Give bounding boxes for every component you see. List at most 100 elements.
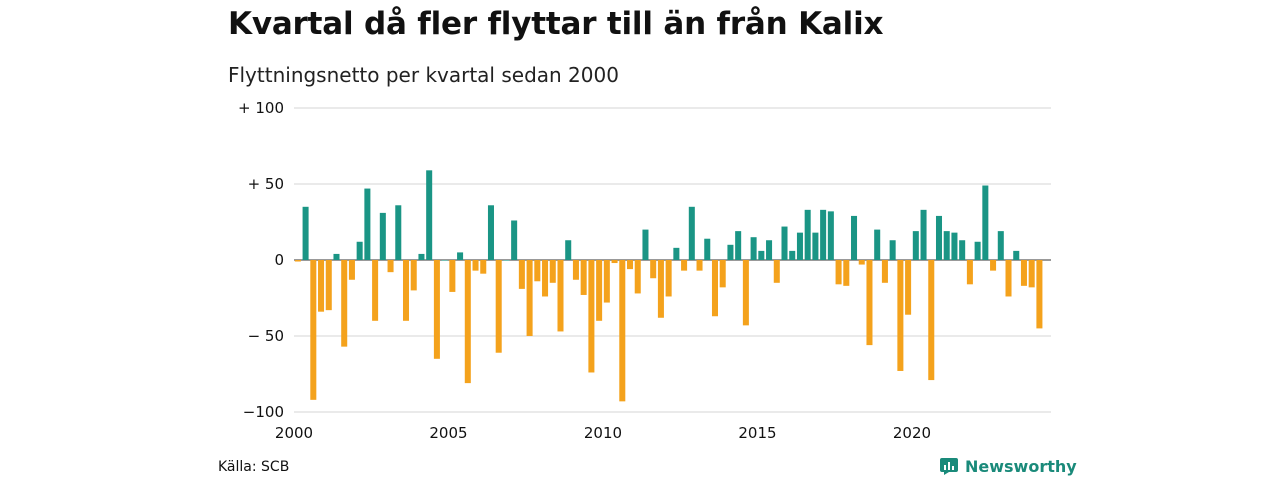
y-tick-label: + 50 (248, 175, 284, 193)
chart-title: Kvartal då fler flyttar till än från Kal… (228, 6, 884, 42)
bar-q97 (1036, 260, 1043, 329)
bar-q47 (650, 260, 657, 279)
bar-q3 (310, 260, 317, 400)
bar-q10 (364, 188, 371, 260)
x-axis-tick-labels: 2000 2005 2010 2015 2020 (275, 424, 931, 442)
bar-q22 (457, 252, 464, 260)
bar-q74 (858, 260, 865, 265)
bar-q26 (487, 205, 494, 260)
bar-q6 (333, 253, 340, 260)
bar-q30 (518, 260, 525, 289)
bar-q29 (511, 220, 518, 260)
bar-q70 (827, 211, 834, 260)
bar-q40 (596, 260, 603, 321)
bar-q18 (426, 170, 433, 260)
bar-q81 (912, 231, 919, 260)
bar-q9 (356, 241, 363, 260)
y-tick-label: + 100 (238, 99, 284, 117)
bar-q48 (657, 260, 664, 318)
bar-q24 (472, 260, 479, 271)
bar-q42 (611, 260, 618, 264)
bar-q87 (959, 240, 966, 260)
bar-q52 (688, 206, 695, 260)
bar-q23 (464, 260, 471, 384)
bar-q55 (711, 260, 718, 317)
y-axis-tick-labels: + 100 + 50 0 − 50 −100 (238, 99, 284, 421)
x-tick-label: 2020 (893, 424, 931, 442)
bar-q85 (943, 231, 950, 260)
bar-q7 (341, 260, 348, 347)
bar-q86 (951, 232, 958, 260)
bar-q37 (572, 260, 579, 280)
y-tick-label: − 50 (248, 327, 284, 345)
y-tick-label: −100 (243, 403, 284, 421)
bar-q17 (418, 253, 425, 260)
bar-q35 (557, 260, 564, 332)
bar-q57 (727, 244, 734, 260)
bar-q91 (990, 260, 997, 271)
bar-q79 (897, 260, 904, 371)
bar-q27 (495, 260, 502, 353)
bar-q56 (719, 260, 726, 288)
bar-q43 (619, 260, 626, 402)
bar-q80 (905, 260, 912, 315)
bar-q68 (812, 232, 819, 260)
x-tick-label: 2000 (275, 424, 313, 442)
bar-q65 (789, 250, 796, 260)
bar-q49 (665, 260, 672, 297)
bar-q11 (372, 260, 379, 321)
x-tick-label: 2005 (429, 424, 467, 442)
bar-q51 (681, 260, 688, 271)
x-tick-label: 2010 (584, 424, 622, 442)
brand-name: Newsworthy (965, 456, 1077, 476)
bar-q12 (379, 212, 386, 260)
bar-q96 (1028, 260, 1035, 288)
bar-q76 (874, 229, 881, 260)
bar-q88 (966, 260, 973, 285)
bar-q77 (881, 260, 888, 283)
bar-q63 (773, 260, 780, 283)
bar-q15 (402, 260, 410, 321)
bar-q44 (627, 260, 634, 270)
bar-q64 (781, 226, 788, 260)
bar-q4 (318, 260, 325, 312)
bar-q95 (1020, 260, 1027, 286)
bar-q73 (851, 215, 858, 260)
bar-q69 (820, 209, 827, 260)
bar-q82 (920, 209, 927, 260)
bar-q13 (387, 260, 394, 273)
bar-q94 (1013, 250, 1020, 260)
bar-q25 (480, 260, 487, 274)
bar-q60 (750, 237, 757, 260)
bar-q71 (835, 260, 842, 285)
bar-q62 (766, 240, 773, 260)
bar-q45 (634, 260, 641, 294)
bar-q8 (348, 260, 355, 280)
newsworthy-chart-icon (940, 458, 958, 475)
bar-q1 (294, 260, 301, 262)
bar-q59 (742, 260, 749, 326)
bar-q5 (325, 260, 332, 311)
bar-q83 (928, 260, 935, 381)
bar-q33 (542, 260, 549, 297)
bar-q38 (580, 260, 587, 295)
bar-q20 (441, 260, 448, 261)
bar-q89 (974, 241, 981, 260)
bar-q32 (534, 260, 541, 282)
y-tick-label: 0 (274, 251, 284, 269)
bar-q21 (449, 260, 456, 292)
newsworthy-logo[interactable]: Newsworthy (939, 456, 1077, 476)
x-tick-label: 2015 (738, 424, 776, 442)
bar-q46 (642, 229, 649, 260)
bar-q19 (433, 260, 440, 359)
bar-q16 (410, 260, 417, 291)
bar-q54 (704, 238, 711, 260)
bars (294, 170, 1043, 402)
bar-q78 (889, 240, 896, 260)
bar-q84 (935, 215, 943, 260)
source-label: Källa: SCB (218, 459, 290, 475)
bar-q34 (549, 260, 556, 283)
bar-q72 (843, 260, 850, 286)
bar-q67 (804, 209, 811, 260)
